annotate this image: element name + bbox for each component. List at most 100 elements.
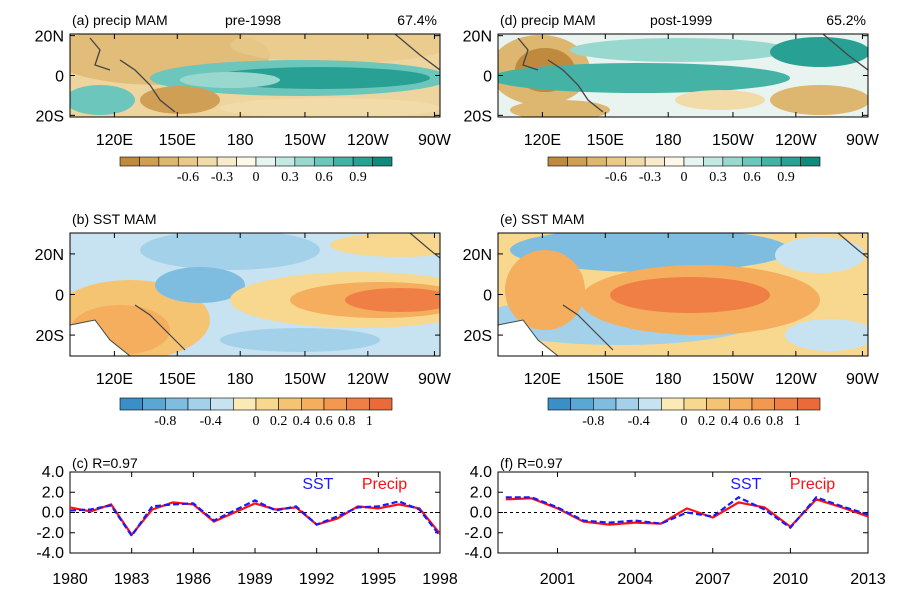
lat-label: 0: [483, 288, 492, 305]
lat-label: 20S: [464, 108, 492, 125]
lon-label: 90W: [846, 132, 880, 149]
sst-field-b: [70, 233, 440, 356]
y-tick-label: 2.0: [42, 484, 64, 501]
lon-label: 90W: [418, 132, 452, 149]
colorbar-swatch: [761, 156, 782, 167]
colorbar-swatch: [372, 156, 393, 167]
colorbar-precip-right: -0.6 -0.3 0 0.3 0.6 0.9: [547, 156, 821, 185]
lon-label: 180: [655, 371, 682, 388]
colorbar-swatch: [294, 156, 315, 167]
colorbar-swatch: [722, 156, 743, 167]
x-tick-label: 2001: [540, 571, 576, 588]
lon-label: 120W: [347, 371, 390, 388]
colorbar-swatch: [683, 397, 707, 411]
panel-title-a: (a) precip MAM: [72, 12, 168, 28]
lon-label: 120W: [347, 132, 390, 149]
colorbar-swatch: [741, 156, 763, 167]
lon-label: 150E: [587, 132, 624, 149]
colorbar-swatch: [800, 156, 821, 167]
colorbar-swatch: [333, 156, 354, 167]
colorbar-tick-label: -0.4: [200, 414, 222, 429]
x-tick-label: 1992: [299, 571, 335, 588]
colorbar-tick-label: -0.3: [211, 170, 233, 185]
colorbar-swatch: [703, 156, 724, 167]
lat-label: 0: [55, 69, 64, 86]
legend-label-precip: Precip: [362, 476, 407, 493]
lon-label: 120W: [775, 132, 818, 149]
lat-label: 0: [55, 288, 64, 305]
colorbar-tick-label: 0: [681, 170, 688, 185]
colorbar-tick-label: 0.6: [743, 414, 761, 429]
colorbar-swatch: [255, 397, 279, 411]
colorbar-swatch: [313, 156, 335, 167]
x-tick-label: 2010: [773, 571, 809, 588]
lon-label: 180: [227, 132, 254, 149]
colorbar-swatch: [664, 156, 685, 167]
lon-label: 90W: [846, 371, 880, 388]
y-tick-label: 0.0: [470, 505, 492, 522]
lon-label: 90W: [418, 371, 452, 388]
colorbar-swatch: [369, 397, 393, 411]
colorbar-tick-label: 0.3: [281, 170, 299, 185]
lon-label: 150W: [712, 132, 755, 149]
colorbar-tick-label: 0.6: [315, 170, 333, 185]
colorbar-swatch: [547, 397, 571, 411]
x-tick-label: 1989: [237, 571, 273, 588]
colorbar-tick-label: 0.2: [270, 414, 288, 429]
series-line-sst: [70, 499, 440, 538]
colorbar-swatch: [275, 156, 296, 167]
x-tick-label: 1998: [422, 571, 458, 588]
legend-label-precip: Precip: [790, 476, 835, 493]
colorbar-tick-label: 0.8: [338, 414, 356, 429]
lon-label: 180: [227, 371, 254, 388]
colorbar-swatch: [236, 156, 257, 167]
colorbar-tick-label: 1: [366, 414, 373, 429]
series-lines: [70, 499, 440, 538]
colorbar-swatch: [187, 397, 211, 411]
colorbar-swatch: [216, 156, 237, 167]
lon-label: 180: [655, 132, 682, 149]
colorbar-tick-label: -0.6: [605, 170, 627, 185]
y-tick-label: -4.0: [36, 545, 64, 562]
colorbar-swatch: [751, 397, 775, 411]
colorbar-swatch: [586, 156, 607, 167]
map-panel-d: (d) precip MAM post-1999 65.2% 20N 0 20S 1…: [463, 12, 880, 149]
lon-label: 120W: [775, 371, 818, 388]
map-panel-a: (a) precip MAM pre-1998 67.4% 20N 0 20S 12…: [35, 12, 452, 149]
colorbar-swatch: [593, 397, 617, 411]
colorbar-precip-left: -0.6 -0.3 0 0.3 0.6 0.9: [119, 156, 393, 185]
panel-title-d: (d) precip MAM: [500, 12, 596, 28]
sst-field-e: [498, 233, 868, 356]
lon-label: 150W: [284, 371, 327, 388]
timeseries-panel-f: (f) R=0.97 4.0 2.0 0.0 -2.0 -4.0 2001 2004 2007 2…: [464, 455, 885, 588]
colorbar-swatch: [797, 397, 821, 411]
colorbar-swatch: [570, 397, 594, 411]
colorbar-swatch: [197, 156, 218, 167]
x-tick-label: 2013: [850, 571, 886, 588]
colorbar-tick-label: -0.8: [154, 414, 176, 429]
x-tick-label: 1980: [52, 571, 88, 588]
colorbar-swatch: [352, 156, 373, 167]
colorbar-swatch: [661, 397, 685, 411]
colorbar-swatch: [233, 397, 257, 411]
colorbar-swatch: [683, 156, 704, 167]
legend-label-sst: SST: [730, 476, 761, 493]
lat-label: 20S: [36, 328, 64, 345]
map-panel-b: (b) SST MAM 20N 0 20S 120E 150E 180 150W 120W 9…: [35, 211, 452, 388]
lat-label: 0: [483, 69, 492, 86]
x-tick-label: 1995: [361, 571, 397, 588]
lon-label: 120E: [524, 371, 561, 388]
x-tick-label: 2004: [617, 571, 653, 588]
panel-period-d: post-1999: [650, 12, 712, 28]
colorbar-swatch: [139, 156, 160, 167]
colorbar-sst-left: -0.8 -0.4 0 0.2 0.4 0.6 0.8 1: [119, 397, 393, 429]
precip-field-d: [498, 34, 868, 117]
colorbar-swatch: [729, 397, 753, 411]
colorbar-swatch: [210, 397, 234, 411]
panel-title-e: (e) SST MAM: [500, 211, 585, 227]
chart-title: (f) R=0.97: [500, 455, 563, 471]
colorbar-tick-label: -0.8: [582, 414, 604, 429]
colorbar-tick-label: 1: [794, 414, 801, 429]
lon-label: 120E: [524, 132, 561, 149]
legend-label-sst: SST: [302, 476, 333, 493]
